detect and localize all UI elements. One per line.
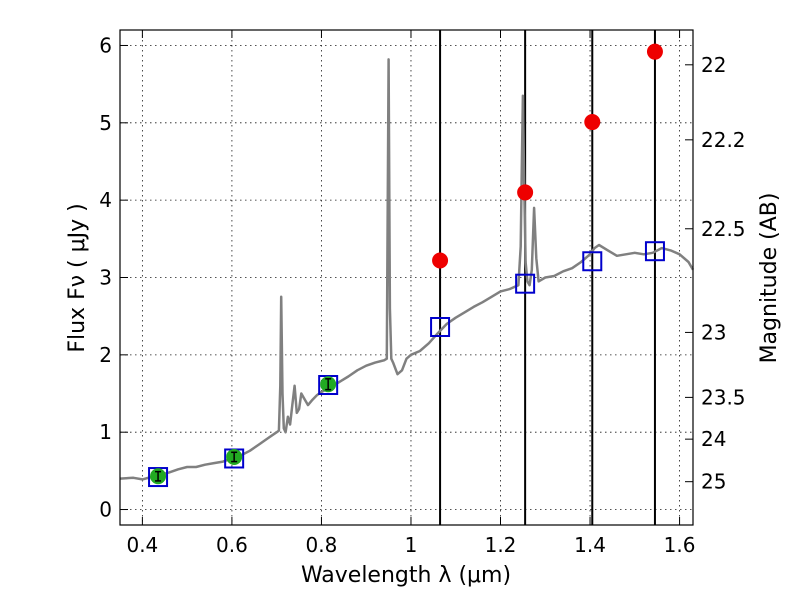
y2-tick-label: 22 bbox=[701, 53, 726, 77]
y-tick-label: 4 bbox=[99, 188, 112, 212]
predicted-point bbox=[584, 114, 601, 131]
model-box-marker bbox=[148, 467, 169, 488]
model-box-marker bbox=[644, 241, 665, 262]
spectrum-line bbox=[119, 58, 695, 481]
y2-tick-label: 23.5 bbox=[701, 385, 746, 409]
y-axis-label: Flux Fν ( μJy ) bbox=[65, 203, 90, 352]
model-box-marker bbox=[430, 317, 451, 337]
x-tick-label: 1 bbox=[405, 533, 418, 557]
y-tick-label: 3 bbox=[99, 266, 112, 290]
y2-axis-label: Magnitude (AB) bbox=[757, 193, 782, 364]
predicted-layer bbox=[432, 43, 663, 269]
y2-tick-label: 22.5 bbox=[701, 217, 746, 241]
observed-layer bbox=[150, 376, 337, 485]
y-tick-label: 0 bbox=[99, 498, 112, 522]
y-tick-label: 5 bbox=[99, 111, 112, 135]
x-axis-label: Wavelength λ (μm) bbox=[301, 563, 511, 588]
x-tick-label: 1.4 bbox=[574, 533, 606, 557]
predicted-point bbox=[646, 43, 663, 60]
x-tick-label: 0.6 bbox=[216, 533, 248, 557]
vertical-lines bbox=[439, 30, 656, 525]
y2-tick-label: 23 bbox=[701, 320, 726, 344]
y-tick-label: 6 bbox=[99, 33, 112, 57]
model-box-marker bbox=[582, 251, 603, 272]
y2-tick-label: 24 bbox=[701, 427, 726, 451]
y-tick-label: 2 bbox=[99, 343, 112, 367]
x-tick-label: 0.4 bbox=[126, 533, 158, 557]
y2-tick-label: 25 bbox=[701, 470, 726, 494]
x-tick-label: 1.2 bbox=[485, 533, 517, 557]
y-tick-label: 1 bbox=[99, 420, 112, 444]
model-box-layer bbox=[148, 241, 665, 488]
model-box-marker bbox=[515, 273, 536, 294]
y2-tick-label: 22.2 bbox=[701, 128, 746, 152]
tick-layer: 0.4 0.6 0.8 1 1.2 1.4 1.601234562222.222.52323… bbox=[99, 30, 746, 557]
spectrum-layer bbox=[119, 58, 695, 481]
x-tick-label: 0.8 bbox=[306, 533, 338, 557]
predicted-point bbox=[432, 252, 449, 269]
predicted-point bbox=[517, 184, 534, 201]
x-tick-label: 1.6 bbox=[664, 533, 696, 557]
grid-layer bbox=[120, 30, 693, 525]
model-box-marker bbox=[318, 375, 339, 396]
